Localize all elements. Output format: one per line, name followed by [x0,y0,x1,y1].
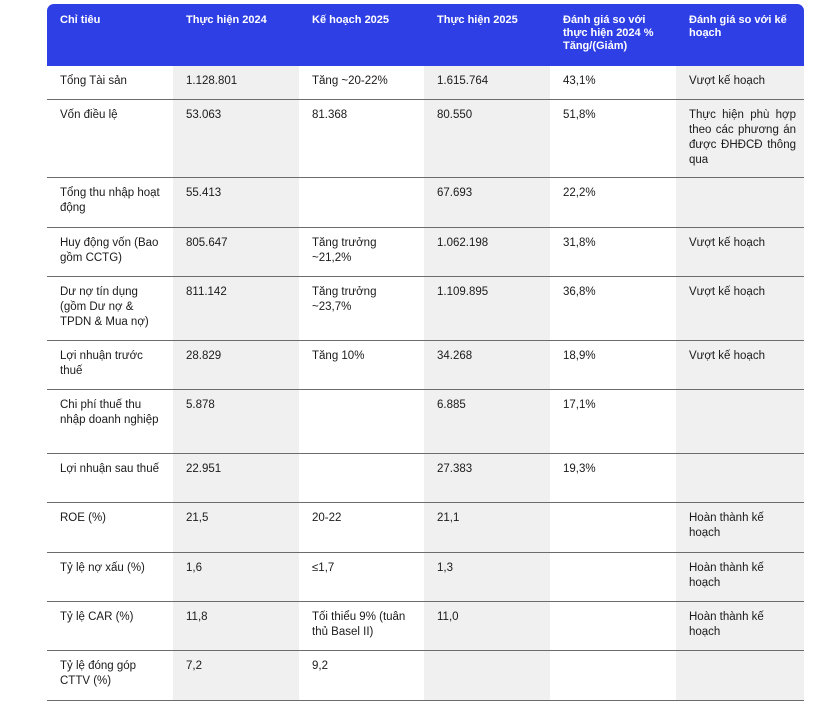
row-plan-2025: Tối thiểu 9% (tuân thủ Basel II) [312,611,406,638]
row-actual-2025: 1.109.895 [424,277,550,340]
row-vs-2024: 51,8% [563,109,596,121]
row-vs-plan: Vượt kế hoạch [676,277,804,340]
row-actual-2024: 805.647 [173,228,299,276]
table-row: Chi phí thuế thu nhập doanh nghiệp 5.878… [47,390,804,454]
table-row: Tổng Tài sản 1.128.801 Tăng ~20-22% 1.61… [47,66,804,100]
table-row: Huy động vốn (Bao gồm CCTG) 805.647 Tăng… [47,228,804,277]
table-row: Dư nợ tín dụng (gồm Dư nợ & TPDN & Mua n… [47,277,804,341]
header-actual-2025: Thực hiện 2025 [437,14,518,26]
row-actual-2025: 1,3 [424,553,550,601]
row-plan-2025 [299,178,424,227]
row-vs-2024: 31,8% [563,237,596,249]
row-plan-2025: 9,2 [312,660,328,672]
results-table: Chỉ tiêu Thực hiện 2024 Kế hoạch 2025 Th… [47,4,804,701]
table-row: Tổng thu nhập hoạt động 55.413 67.693 22… [47,178,804,228]
row-indicator: ROE (%) [60,512,106,524]
row-plan-2025 [299,390,424,453]
row-actual-2024: 55.413 [173,178,299,227]
table-row: Tỷ lệ CAR (%) 11,8 Tối thiểu 9% (tuân th… [47,602,804,651]
row-actual-2025 [424,651,550,700]
header-actual-2024: Thực hiện 2024 [186,14,267,26]
row-vs-2024: 43,1% [563,75,596,87]
row-vs-2024 [550,602,676,650]
row-plan-2025: ≤1,7 [312,562,335,574]
row-indicator: Tổng thu nhập hoạt động [60,187,160,214]
row-vs-plan [676,651,804,700]
row-actual-2025: 1.615.764 [424,66,550,99]
table-row: Tỷ lệ nợ xấu (%) 1,6 ≤1,7 1,3 Hoàn thành… [47,553,804,602]
row-plan-2025 [299,454,424,502]
table-row: Vốn điều lệ 53.063 81.368 80.550 51,8% T… [47,100,804,178]
row-vs-2024: 22,2% [563,187,596,199]
row-actual-2025: 11,0 [424,602,550,650]
header-indicator: Chỉ tiêu [60,14,101,26]
row-actual-2024: 1,6 [173,553,299,601]
row-indicator: Tỷ lệ nợ xấu (%) [60,562,145,574]
table-row: Lợi nhuận sau thuế 22.951 27.383 19,3% [47,454,804,503]
row-vs-plan: Vượt kế hoạch [676,341,804,389]
row-vs-2024 [550,553,676,601]
row-indicator: Vốn điều lệ [60,109,118,121]
row-actual-2025: 21,1 [424,503,550,552]
header-vs-2024: Đánh giá so với thực hiện 2024 % Tăng/(G… [563,14,654,52]
row-vs-2024 [550,651,676,700]
row-actual-2025: 27.383 [424,454,550,502]
row-vs-2024: 36,8% [563,286,596,298]
header-plan-2025: Kế hoạch 2025 [312,14,390,26]
row-plan-2025: Tăng ~20-22% [312,75,388,87]
row-indicator: Chi phí thuế thu nhập doanh nghiệp [60,399,159,426]
row-actual-2024: 811.142 [173,277,299,340]
row-actual-2024: 53.063 [173,100,299,177]
row-vs-plan: Hoàn thành kế hoạch [676,602,804,650]
row-vs-plan: Hoàn thành kế hoạch [676,503,804,552]
row-indicator: Tỷ lệ CAR (%) [60,611,134,623]
row-actual-2024: 1.128.801 [173,66,299,99]
row-indicator: Dư nợ tín dụng (gồm Dư nợ & TPDN & Mua n… [60,286,149,328]
row-actual-2025: 80.550 [424,100,550,177]
row-actual-2025: 67.693 [424,178,550,227]
row-vs-plan [676,454,804,502]
row-vs-2024: 18,9% [563,350,596,362]
table-row: ROE (%) 21,5 20-22 21,1 Hoàn thành kế ho… [47,503,804,553]
row-vs-plan: Vượt kế hoạch [676,66,804,99]
row-actual-2025: 34.268 [424,341,550,389]
row-actual-2025: 1.062.198 [424,228,550,276]
row-vs-plan [676,178,804,227]
row-actual-2024: 21,5 [173,503,299,552]
row-indicator: Tổng Tài sản [60,75,127,87]
row-vs-plan [676,390,804,453]
row-plan-2025: Tăng 10% [312,350,365,362]
table-header: Chỉ tiêu Thực hiện 2024 Kế hoạch 2025 Th… [47,4,804,66]
row-vs-2024: 19,3% [563,463,596,475]
table-row: Lợi nhuận trước thuế 28.829 Tăng 10% 34.… [47,341,804,390]
row-actual-2024: 11,8 [173,602,299,650]
row-vs-2024: 17,1% [563,399,596,411]
row-indicator: Lợi nhuận trước thuế [60,350,143,377]
row-actual-2025: 6.885 [424,390,550,453]
row-plan-2025: Tăng trưởng ~21,2% [312,237,377,264]
row-vs-plan: Thực hiện phù hợp theo các phương án đượ… [676,100,804,177]
row-actual-2024: 28.829 [173,341,299,389]
row-indicator: Lợi nhuận sau thuế [60,463,159,475]
row-plan-2025: 20-22 [312,512,342,524]
table-row: Tỷ lệ đóng góp CTTV (%) 7,2 9,2 [47,651,804,701]
row-vs-plan: Hoàn thành kế hoạch [676,553,804,601]
row-actual-2024: 5.878 [173,390,299,453]
row-plan-2025: Tăng trưởng ~23,7% [312,286,377,313]
row-plan-2025: 81.368 [312,109,348,121]
row-vs-2024 [550,503,676,552]
row-actual-2024: 22.951 [173,454,299,502]
row-actual-2024: 7,2 [173,651,299,700]
row-vs-plan: Vượt kế hoạch [676,228,804,276]
row-indicator: Huy động vốn (Bao gồm CCTG) [60,237,159,264]
header-vs-plan: Đánh giá so với kế hoạch [689,14,787,39]
row-indicator: Tỷ lệ đóng góp CTTV (%) [60,660,137,687]
